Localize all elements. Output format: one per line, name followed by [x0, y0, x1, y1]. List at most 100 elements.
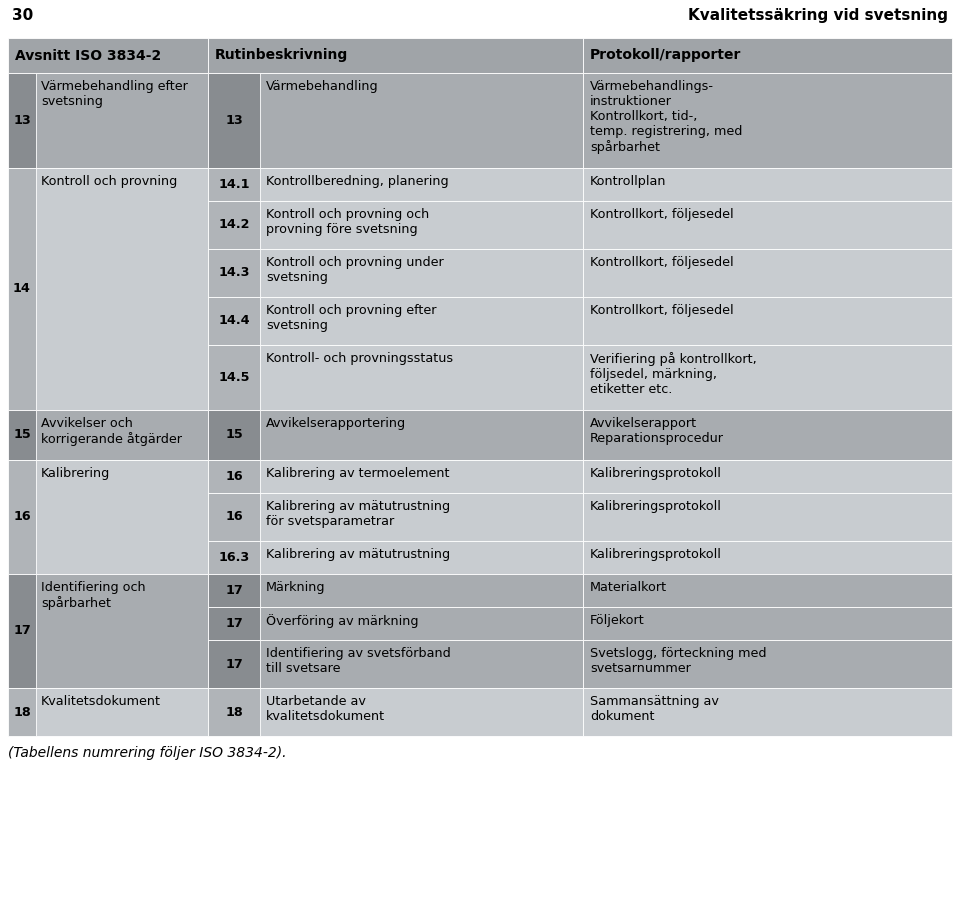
- Bar: [208, 607, 260, 640]
- Bar: [208, 541, 583, 574]
- Text: Kvalitetsdokument: Kvalitetsdokument: [41, 695, 161, 708]
- Bar: [208, 249, 583, 297]
- Text: 15: 15: [13, 428, 31, 441]
- Text: Kontroll och provning efter
svetsning: Kontroll och provning efter svetsning: [266, 304, 437, 332]
- Text: Värmebehandling efter
svetsning: Värmebehandling efter svetsning: [41, 80, 188, 108]
- Text: 14.1: 14.1: [218, 178, 250, 191]
- Text: Kalibrering av termoelement: Kalibrering av termoelement: [266, 467, 449, 480]
- Bar: [208, 607, 583, 640]
- Text: Värmebehandlings-
instruktioner
Kontrollkort, tid-,
temp. registrering, med
spår: Värmebehandlings- instruktioner Kontroll…: [590, 80, 742, 154]
- Text: Överföring av märkning: Överföring av märkning: [266, 614, 419, 628]
- Bar: [208, 410, 260, 460]
- Text: Märkning: Märkning: [266, 581, 325, 594]
- Bar: [8, 410, 36, 460]
- Bar: [208, 688, 583, 736]
- Bar: [208, 73, 260, 168]
- Text: 13: 13: [13, 114, 31, 127]
- Bar: [8, 410, 208, 460]
- Bar: [208, 574, 260, 607]
- Bar: [583, 38, 952, 73]
- Bar: [208, 574, 583, 607]
- Text: 17: 17: [13, 624, 31, 637]
- Text: Kalibreringsprotokoll: Kalibreringsprotokoll: [590, 548, 722, 561]
- Bar: [208, 168, 260, 201]
- Bar: [208, 460, 583, 493]
- Text: Kalibrering av mätutrustning
för svetsparametrar: Kalibrering av mätutrustning för svetspa…: [266, 500, 450, 528]
- Bar: [8, 38, 208, 73]
- Text: 16: 16: [13, 511, 31, 524]
- Bar: [208, 249, 260, 297]
- Text: 17: 17: [226, 657, 243, 670]
- Text: 14.3: 14.3: [218, 267, 250, 280]
- Text: 15: 15: [226, 428, 243, 441]
- Text: Kontrollkort, följesedel: Kontrollkort, följesedel: [590, 304, 733, 317]
- Bar: [583, 688, 952, 736]
- Text: Sammansättning av
dokument: Sammansättning av dokument: [590, 695, 719, 723]
- Text: Kontroll- och provningsstatus: Kontroll- och provningsstatus: [266, 352, 453, 365]
- Bar: [583, 607, 952, 640]
- Bar: [8, 460, 36, 574]
- Text: (Tabellens numrering följer ISO 3834-2).: (Tabellens numrering följer ISO 3834-2).: [8, 746, 286, 760]
- Bar: [583, 460, 952, 493]
- Bar: [8, 574, 36, 688]
- Bar: [8, 168, 208, 410]
- Bar: [583, 345, 952, 410]
- Bar: [208, 640, 583, 688]
- Bar: [8, 168, 36, 410]
- Text: Kontrollkort, följesedel: Kontrollkort, följesedel: [590, 208, 733, 221]
- Bar: [208, 73, 583, 168]
- Bar: [583, 249, 952, 297]
- Bar: [8, 688, 208, 736]
- Bar: [8, 688, 36, 736]
- Bar: [583, 201, 952, 249]
- Bar: [208, 541, 260, 574]
- Bar: [583, 168, 952, 201]
- Text: Kalibreringsprotokoll: Kalibreringsprotokoll: [590, 467, 722, 480]
- Bar: [208, 345, 583, 410]
- Bar: [208, 168, 583, 201]
- Text: 14.5: 14.5: [218, 371, 250, 384]
- Text: Utarbetande av
kvalitetsdokument: Utarbetande av kvalitetsdokument: [266, 695, 385, 723]
- Text: Kontrollkort, följesedel: Kontrollkort, följesedel: [590, 256, 733, 269]
- Bar: [208, 493, 260, 541]
- Text: Värmebehandling: Värmebehandling: [266, 80, 378, 93]
- Text: 16.3: 16.3: [218, 551, 250, 564]
- Bar: [8, 73, 208, 168]
- Text: Kalibreringsprotokoll: Kalibreringsprotokoll: [590, 500, 722, 513]
- Text: Avvikelserapport
Reparationsprocedur: Avvikelserapport Reparationsprocedur: [590, 417, 724, 445]
- Text: Protokoll/rapporter: Protokoll/rapporter: [590, 49, 741, 62]
- Bar: [208, 493, 583, 541]
- Text: 30: 30: [12, 8, 34, 23]
- Text: 18: 18: [226, 705, 243, 719]
- Bar: [8, 73, 36, 168]
- Text: Materialkort: Materialkort: [590, 581, 667, 594]
- Bar: [583, 541, 952, 574]
- Text: Rutinbeskrivning: Rutinbeskrivning: [215, 49, 348, 62]
- Text: Avvikelserapportering: Avvikelserapportering: [266, 417, 406, 430]
- Text: Kontrollplan: Kontrollplan: [590, 175, 666, 188]
- Text: Verifiering på kontrollkort,
följsedel, märkning,
etiketter etc.: Verifiering på kontrollkort, följsedel, …: [590, 352, 756, 396]
- Text: Kontroll och provning: Kontroll och provning: [41, 175, 178, 188]
- Bar: [583, 493, 952, 541]
- Text: 14: 14: [13, 282, 31, 295]
- Text: Identifiering och
spårbarhet: Identifiering och spårbarhet: [41, 581, 146, 610]
- Bar: [583, 73, 952, 168]
- Text: Avvikelser och
korrigerande åtgärder: Avvikelser och korrigerande åtgärder: [41, 417, 182, 447]
- Bar: [8, 574, 208, 688]
- Bar: [208, 297, 583, 345]
- Bar: [208, 410, 583, 460]
- Text: Identifiering av svetsförband
till svetsare: Identifiering av svetsförband till svets…: [266, 647, 451, 675]
- Text: 17: 17: [226, 584, 243, 597]
- Bar: [583, 410, 952, 460]
- Bar: [583, 297, 952, 345]
- Bar: [208, 201, 583, 249]
- Bar: [208, 345, 260, 410]
- Text: Kontroll och provning under
svetsning: Kontroll och provning under svetsning: [266, 256, 444, 284]
- Text: Följekort: Följekort: [590, 614, 645, 627]
- Text: Kontrollberedning, planering: Kontrollberedning, planering: [266, 175, 448, 188]
- Text: Avsnitt ISO 3834-2: Avsnitt ISO 3834-2: [15, 49, 161, 62]
- Bar: [8, 460, 208, 574]
- Text: 13: 13: [226, 114, 243, 127]
- Text: 14.2: 14.2: [218, 218, 250, 231]
- Bar: [208, 460, 260, 493]
